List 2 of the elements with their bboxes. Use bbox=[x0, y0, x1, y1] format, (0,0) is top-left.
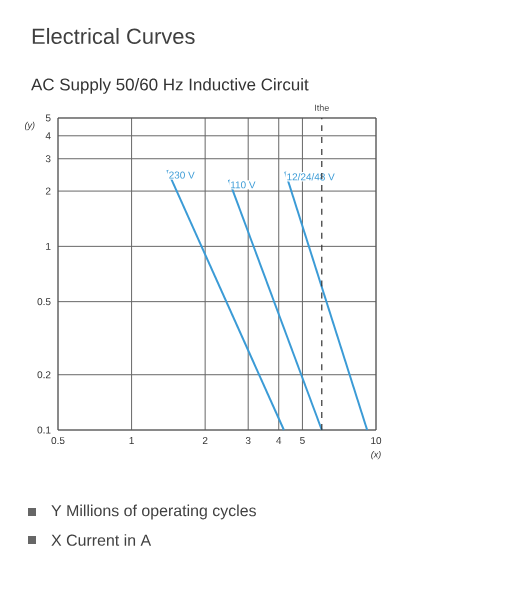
chart-subtitle: AC Supply 50/60 Hz Inductive Circuit bbox=[31, 78, 309, 94]
chart-title: Electrical Curves bbox=[32, 27, 195, 45]
